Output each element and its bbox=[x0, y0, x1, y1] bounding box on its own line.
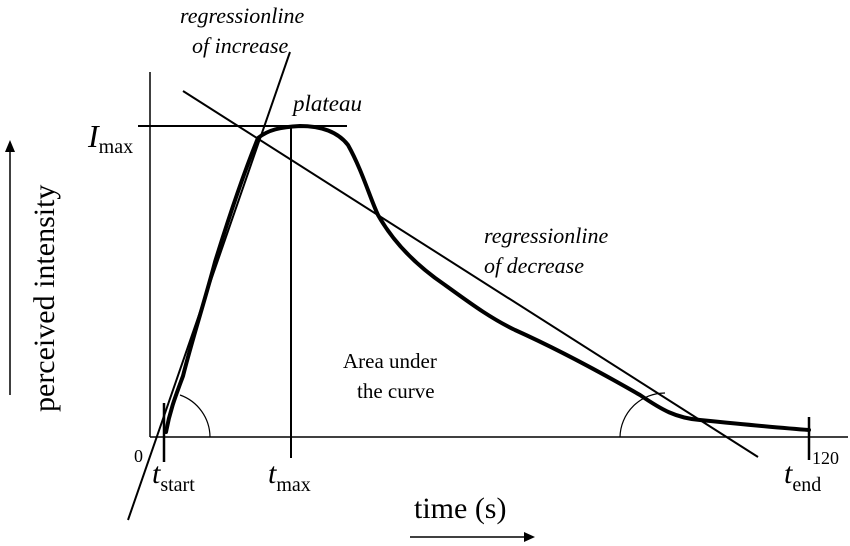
area-label-2: the curve bbox=[357, 379, 435, 403]
t-start-main: t bbox=[152, 457, 161, 490]
regression-decrease-label-1: regressionline bbox=[484, 223, 608, 248]
y-axis-title: perceived intensity bbox=[28, 185, 61, 412]
i-max-sub: max bbox=[99, 136, 133, 158]
t-start-sub: start bbox=[160, 474, 195, 496]
regression-decrease-label-2: of decrease bbox=[484, 253, 584, 278]
regression-line-decrease bbox=[182, 90, 759, 458]
origin-label: 0 bbox=[134, 446, 143, 466]
t-end-label: tend bbox=[784, 457, 821, 496]
i-max-label: Imax bbox=[87, 118, 133, 158]
intensity-curve bbox=[164, 124, 811, 434]
regression-increase-label-2: of increase bbox=[192, 33, 289, 58]
t-end-main: t bbox=[784, 457, 793, 490]
i-max-main: I bbox=[87, 118, 100, 154]
x-end-value-label: 120 bbox=[812, 448, 839, 468]
angle-arc-decrease bbox=[619, 392, 666, 438]
regression-increase-label-1: regressionline bbox=[180, 3, 304, 28]
y-axis-arrow-head bbox=[5, 140, 15, 152]
t-max-label: tmax bbox=[268, 457, 311, 496]
t-end-sub: end bbox=[792, 474, 821, 496]
x-axis-arrow-head bbox=[524, 532, 535, 542]
t-max-sub: max bbox=[276, 474, 310, 496]
angle-arc-increase bbox=[179, 394, 211, 438]
x-axis-title: time (s) bbox=[414, 492, 506, 525]
t-start-label: tstart bbox=[152, 457, 195, 496]
t-max-main: t bbox=[268, 457, 277, 490]
area-label-1: Area under bbox=[343, 349, 437, 373]
plateau-label: plateau bbox=[291, 91, 362, 116]
